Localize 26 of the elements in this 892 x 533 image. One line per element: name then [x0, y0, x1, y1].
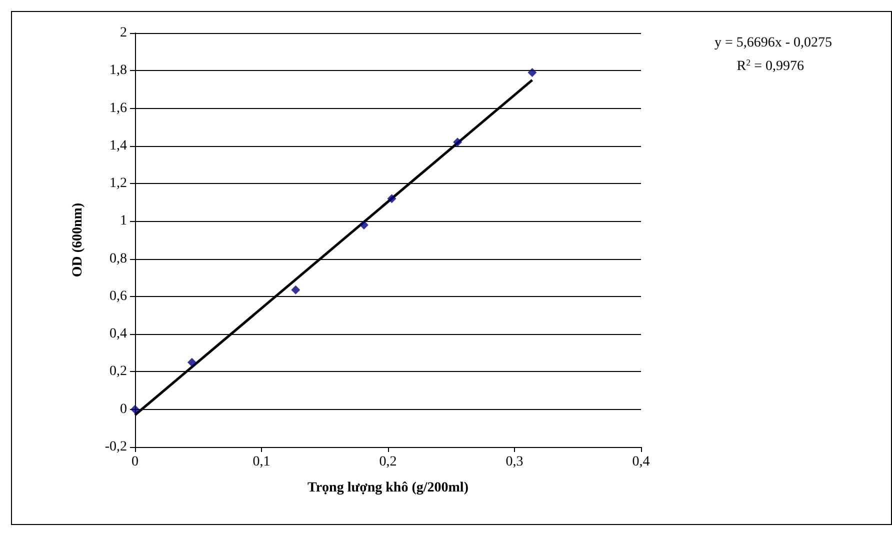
point [453, 138, 462, 147]
point [291, 285, 300, 294]
x-tick-label: 0,4 [632, 454, 650, 470]
y-tick-label: 2 [120, 26, 127, 40]
y-tick-label: 1,2 [110, 176, 127, 192]
y-tick-label: 1,6 [110, 100, 127, 116]
y-tick-label: 0,4 [110, 326, 127, 342]
text: y = 5,6696x - 0,0275 [714, 36, 832, 50]
x-tick-label: 0,2 [379, 454, 397, 470]
y-tick-label: -0,2 [104, 440, 127, 454]
x-axis-title: Trọng lượng khô (g/200ml) [308, 480, 469, 496]
point [187, 358, 196, 367]
y-tick-label: 0 [120, 402, 127, 417]
x-tick-label: 0,1 [252, 454, 270, 470]
x-tick-label: 0 [132, 454, 138, 470]
x-tick-label: 0,3 [506, 454, 524, 470]
y-tick-label: 1 [120, 214, 127, 229]
y-tick-label: 0,6 [110, 288, 127, 304]
y-axis-title: OD (600nm) [70, 202, 86, 278]
y-tick-label: 0,8 [110, 251, 127, 266]
point [528, 68, 537, 78]
y-tick-label: 1,8 [110, 63, 127, 78]
y-tick-label: 0,2 [110, 364, 127, 380]
point [359, 220, 368, 230]
point [387, 194, 396, 204]
y-tick-label: 1,4 [110, 138, 127, 154]
